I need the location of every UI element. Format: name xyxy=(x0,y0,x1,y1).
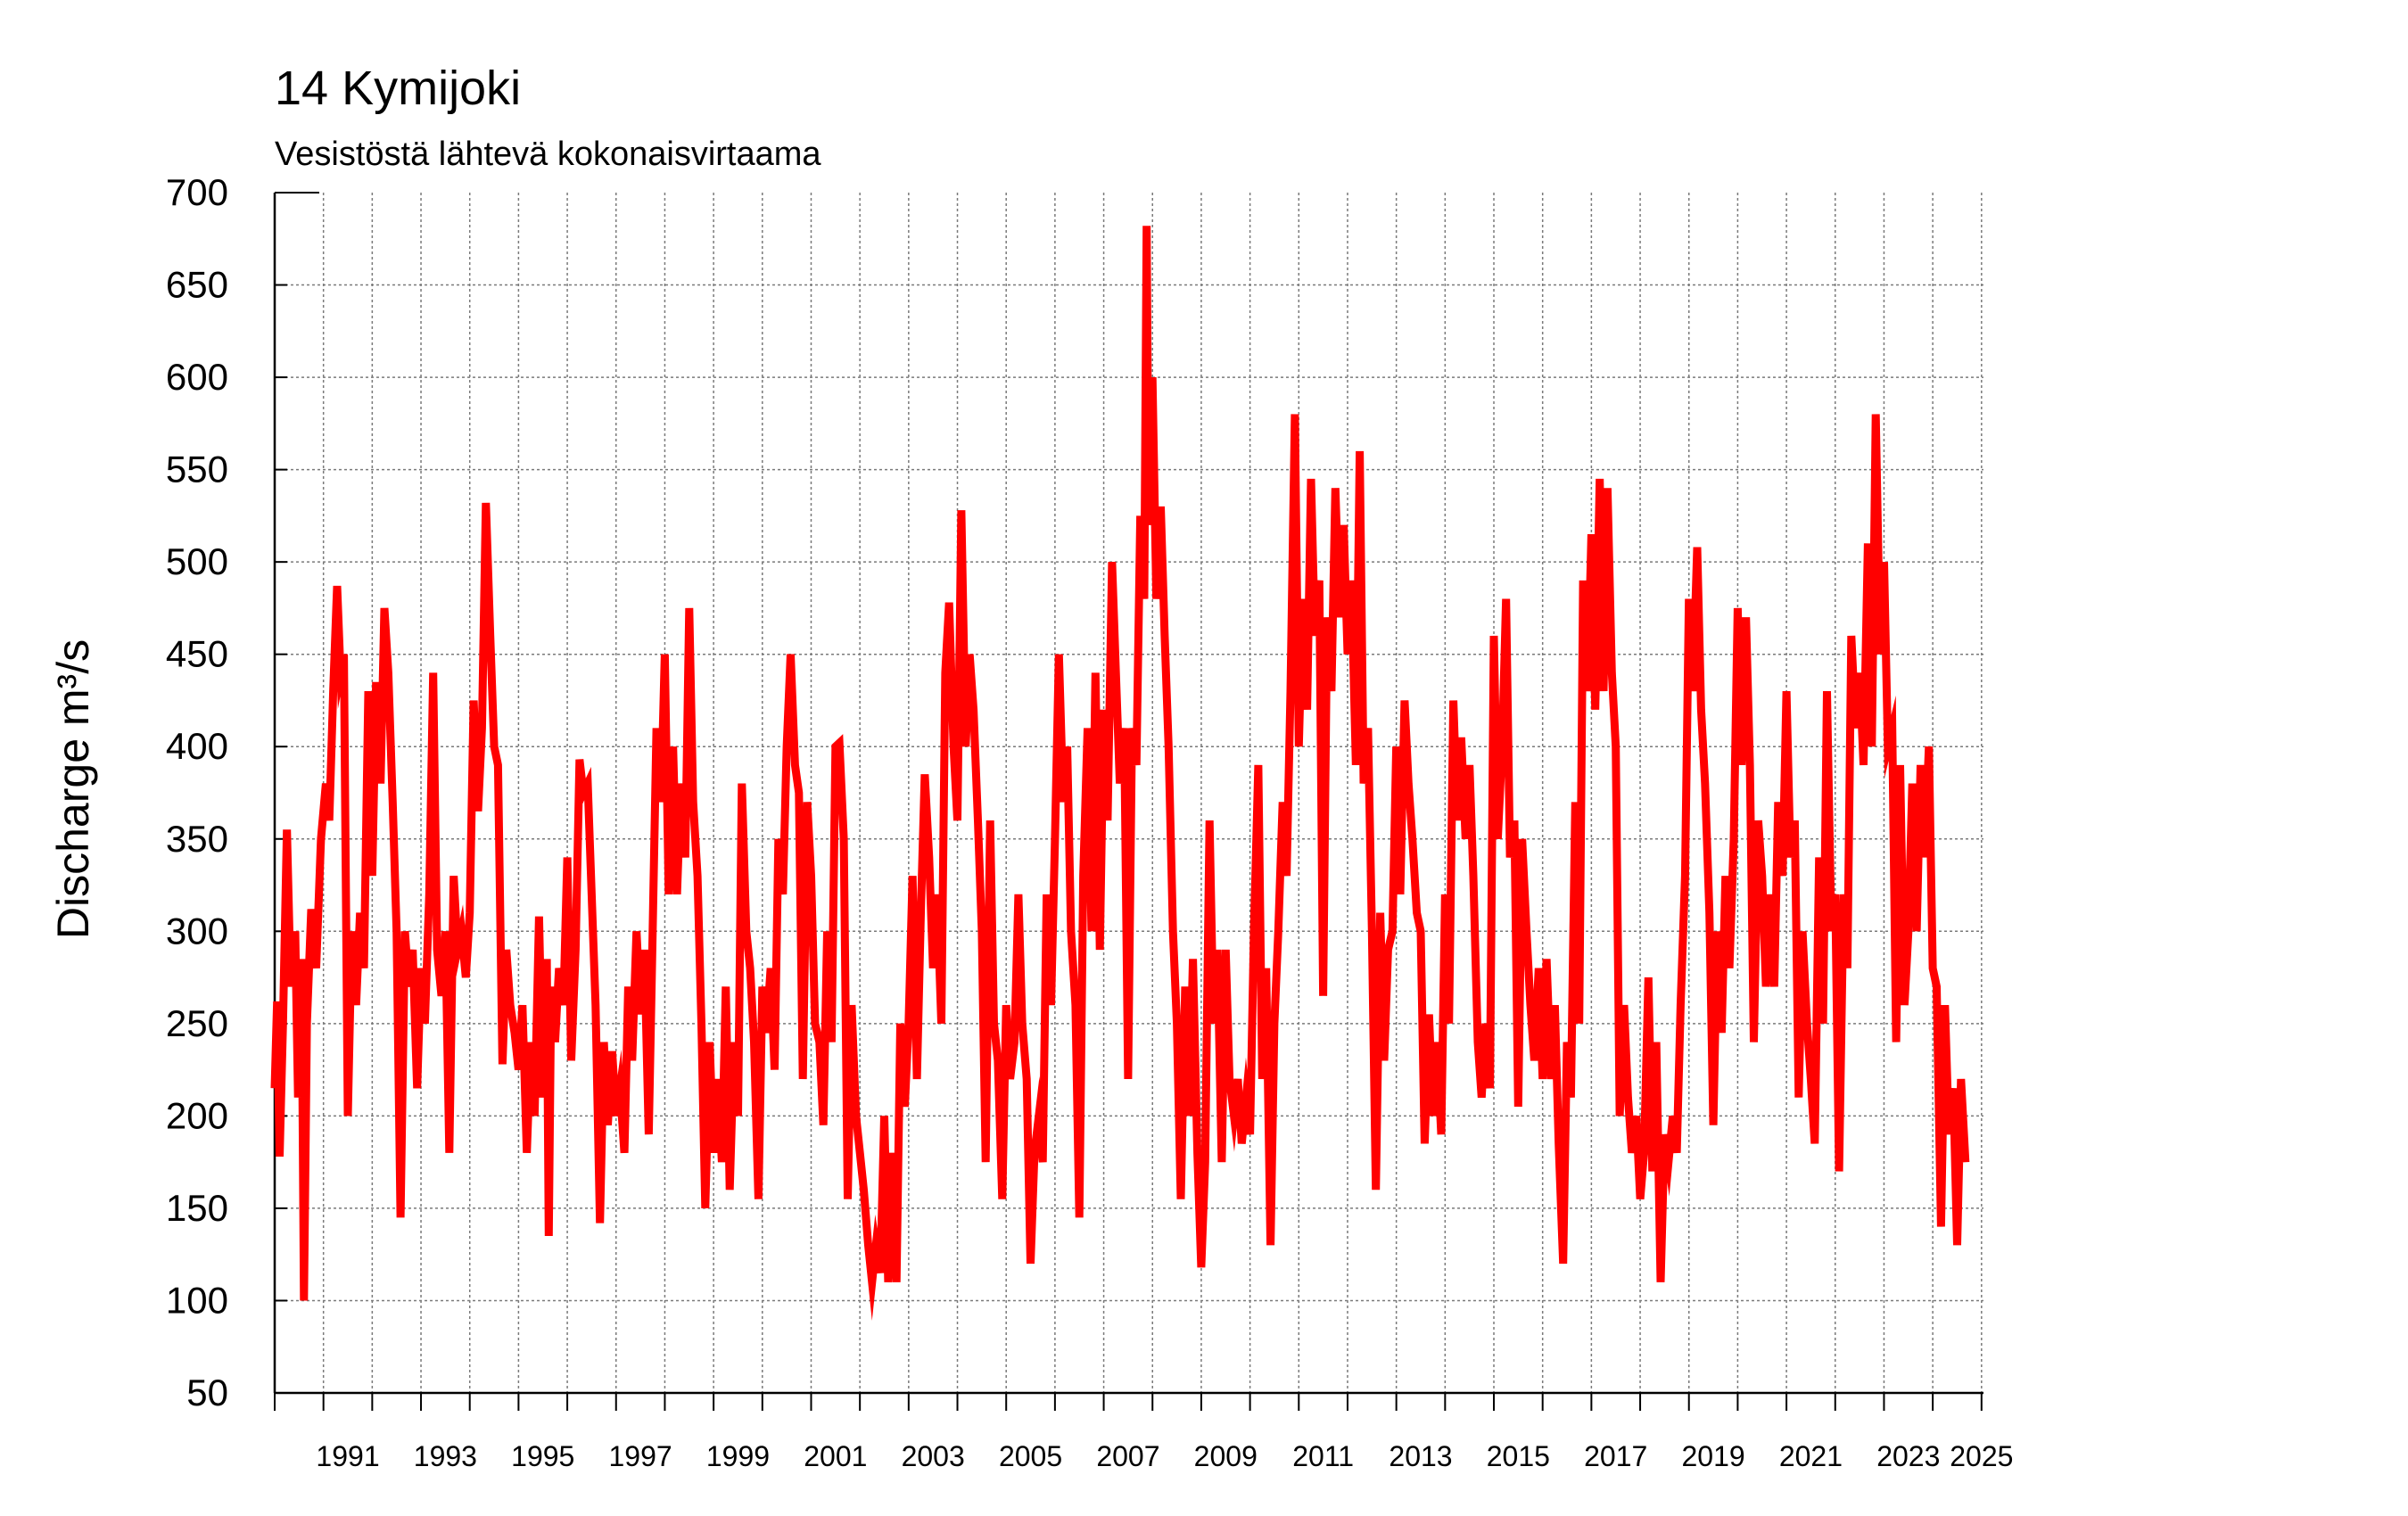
y-tick-label: 500 xyxy=(166,540,228,582)
chart-subtitle: Vesistöstä lähtevä kokonaisvirtaama xyxy=(275,136,821,173)
x-tick-label: 2007 xyxy=(1096,1440,1159,1472)
y-tick-label: 450 xyxy=(166,633,228,675)
x-tick-label: 1993 xyxy=(414,1440,477,1472)
x-tick-label: 2023 xyxy=(1876,1440,1940,1472)
y-tick-label: 300 xyxy=(166,910,228,952)
x-tick-label: 2011 xyxy=(1292,1440,1354,1472)
x-tick-label: 1991 xyxy=(316,1440,379,1472)
discharge-series-line xyxy=(270,226,1970,1321)
y-tick-label: 550 xyxy=(166,449,228,490)
x-tick-label: 2001 xyxy=(804,1440,867,1472)
tick-labels: 50 100 150 200 250 300 350 400 450 500 550 600 650 70… xyxy=(166,171,2013,1472)
y-tick-label: 400 xyxy=(166,725,228,767)
series-layer xyxy=(270,226,1970,1321)
x-tick-label: 1995 xyxy=(511,1440,574,1472)
x-tick-label: 2019 xyxy=(1681,1440,1744,1472)
y-tick-label: 200 xyxy=(166,1094,228,1136)
y-tick-label: 600 xyxy=(166,356,228,398)
x-tick-label: 2009 xyxy=(1194,1440,1258,1472)
x-tick-label: 2003 xyxy=(902,1440,965,1472)
x-tick-label: 2015 xyxy=(1487,1440,1550,1472)
y-tick-label: 100 xyxy=(166,1279,228,1321)
y-tick-label: 700 xyxy=(166,171,228,213)
x-tick-label: 2021 xyxy=(1779,1440,1843,1472)
y-tick-label: 350 xyxy=(166,818,228,860)
y-tick-label: 250 xyxy=(166,1002,228,1044)
x-tick-label: 2025 xyxy=(1950,1440,2013,1472)
axes xyxy=(273,192,1983,1411)
y-tick-label: 650 xyxy=(166,264,228,306)
x-tick-label: 1997 xyxy=(609,1440,672,1472)
x-tick-label: 1999 xyxy=(706,1440,770,1472)
y-tick-label: 50 xyxy=(186,1372,228,1413)
y-tick-label: 150 xyxy=(166,1187,228,1229)
x-tick-label: 2013 xyxy=(1389,1440,1452,1472)
x-tick-label: 2005 xyxy=(999,1440,1062,1472)
chart-title: 14 Kymijoki xyxy=(275,62,522,115)
x-tick-label: 2017 xyxy=(1584,1440,1647,1472)
